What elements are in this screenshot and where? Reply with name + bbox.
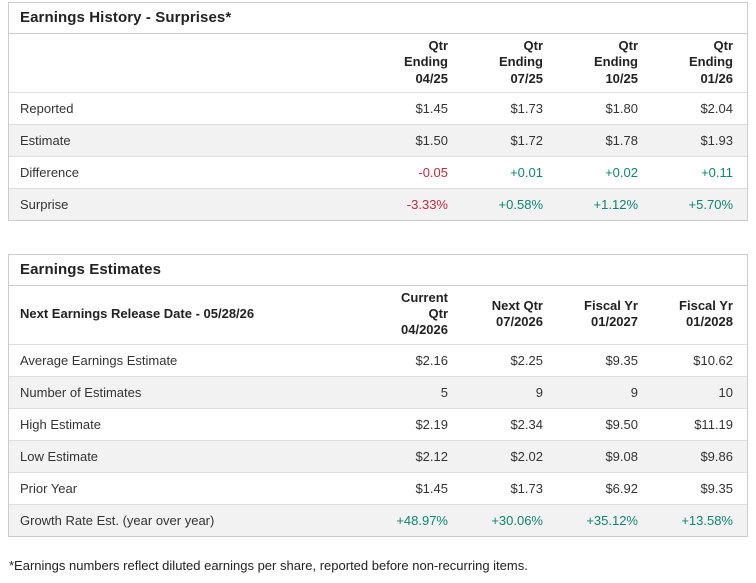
cell-value: $1.78 — [605, 132, 638, 148]
cell-value: $9.35 — [605, 352, 638, 368]
table-row-prior-year: Prior Year $1.45 $1.73 $6.92 $9.35 — [9, 472, 747, 504]
cell-value: -0.05 — [418, 164, 448, 180]
table-row-growth-rate-estimate: Growth Rate Est. (year over year) +48.97… — [9, 504, 747, 536]
table-row-difference: Difference -0.05 +0.01 +0.02 +0.11 — [9, 156, 747, 189]
cell-value: $9.35 — [700, 480, 733, 496]
cell-value: $1.45 — [415, 100, 448, 116]
cell-value: $2.04 — [700, 100, 733, 116]
earnings-history-card: Earnings History - Surprises* Qtr Ending… — [8, 2, 748, 221]
row-label: High Estimate — [20, 416, 101, 432]
earnings-estimates-card: Earnings Estimates Next Earnings Release… — [8, 253, 748, 537]
column-header-qtr-0725: Qtr Ending 07/25 — [462, 34, 557, 93]
cell-value: $10.62 — [693, 352, 733, 368]
cell-value: $1.72 — [510, 132, 543, 148]
cell-value: $9.50 — [605, 416, 638, 432]
cell-value: $2.02 — [510, 448, 543, 464]
cell-value: +13.58% — [681, 512, 733, 528]
cell-value: +48.97% — [396, 512, 448, 528]
column-header-current-qtr: Current Qtr 04/2026 — [367, 285, 462, 345]
cell-value: 5 — [440, 384, 448, 400]
earnings-history-header-row: Qtr Ending 04/25 Qtr Ending 07/25 Qtr En… — [9, 34, 747, 93]
cell-value: 9 — [630, 384, 638, 400]
row-label: Difference — [20, 164, 80, 180]
cell-value: $1.50 — [415, 132, 448, 148]
cell-value: $9.86 — [700, 448, 733, 464]
cell-value: +35.12% — [586, 512, 638, 528]
cell-value: $2.12 — [415, 448, 448, 464]
column-header-qtr-0126: Qtr Ending 01/26 — [652, 34, 747, 93]
earnings-history-table: Qtr Ending 04/25 Qtr Ending 07/25 Qtr En… — [9, 34, 747, 220]
cell-value: $2.34 — [510, 416, 543, 432]
cell-value: $2.19 — [415, 416, 448, 432]
row-label: Growth Rate Est. (year over year) — [20, 512, 215, 528]
cell-value: $9.08 — [605, 448, 638, 464]
earnings-footnote: *Earnings numbers reflect diluted earnin… — [9, 557, 528, 573]
column-header-qtr-0425: Qtr Ending 04/25 — [367, 34, 462, 93]
next-earnings-release-date: Next Earnings Release Date - 05/28/26 — [9, 285, 367, 345]
table-row-high-estimate: High Estimate $2.19 $2.34 $9.50 $11.19 — [9, 408, 747, 440]
cell-value: $1.45 — [415, 480, 448, 496]
column-header-fiscal-yr-2028: Fiscal Yr 01/2028 — [652, 285, 747, 345]
cell-value: $1.80 — [605, 100, 638, 116]
table-row-number-of-estimates: Number of Estimates 5 9 9 10 — [9, 376, 747, 408]
earnings-estimates-table: Next Earnings Release Date - 05/28/26 Cu… — [9, 285, 747, 536]
cell-value: +30.06% — [491, 512, 543, 528]
table-row-low-estimate: Low Estimate $2.12 $2.02 $9.08 $9.86 — [9, 440, 747, 472]
row-label: Reported — [20, 100, 74, 116]
row-label: Number of Estimates — [20, 384, 142, 400]
column-header-qtr-1025: Qtr Ending 10/25 — [557, 34, 652, 93]
table-row-reported: Reported $1.45 $1.73 $1.80 $2.04 — [9, 92, 747, 125]
cell-value: +0.01 — [510, 164, 543, 180]
earnings-history-title: Earnings History - Surprises* — [9, 3, 747, 34]
table-row-average-earnings-estimate: Average Earnings Estimate $2.16 $2.25 $9… — [9, 344, 747, 376]
cell-value: $6.92 — [605, 480, 638, 496]
cell-value: $2.16 — [415, 352, 448, 368]
cell-value: +1.12% — [593, 196, 638, 212]
cell-value: +0.02 — [605, 164, 638, 180]
cell-value: $11.19 — [694, 416, 733, 432]
table-row-estimate: Estimate $1.50 $1.72 $1.78 $1.93 — [9, 124, 747, 157]
cell-value: $2.25 — [510, 352, 543, 368]
row-label: Low Estimate — [20, 448, 99, 464]
column-header-fiscal-yr-2027: Fiscal Yr 01/2027 — [557, 285, 652, 345]
row-label: Average Earnings Estimate — [20, 352, 178, 368]
row-label: Surprise — [20, 196, 69, 212]
column-header-next-qtr: Next Qtr 07/2026 — [462, 285, 557, 345]
cell-value: $1.93 — [700, 132, 733, 148]
cell-value: $1.73 — [510, 480, 543, 496]
earnings-history-header-label — [9, 34, 367, 93]
earnings-estimates-header-row: Next Earnings Release Date - 05/28/26 Cu… — [9, 285, 747, 345]
cell-value: -3.33% — [406, 196, 448, 212]
cell-value: $1.73 — [510, 100, 543, 116]
earnings-estimates-title: Earnings Estimates — [9, 255, 747, 286]
row-label: Estimate — [20, 132, 71, 148]
cell-value: +5.70% — [688, 196, 733, 212]
cell-value: 10 — [718, 384, 733, 400]
cell-value: 9 — [535, 384, 543, 400]
cell-value: +0.11 — [701, 164, 733, 180]
table-row-surprise: Surprise -3.33% +0.58% +1.12% +5.70% — [9, 188, 747, 220]
row-label: Prior Year — [20, 480, 78, 496]
cell-value: +0.58% — [498, 196, 543, 212]
